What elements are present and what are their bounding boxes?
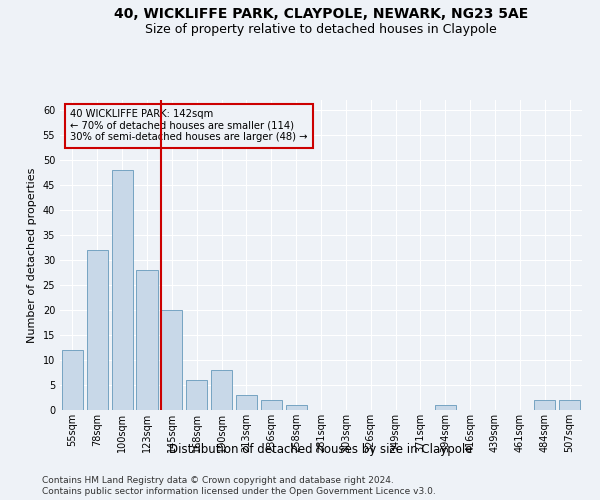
Y-axis label: Number of detached properties: Number of detached properties [27,168,37,342]
Bar [236,395,257,410]
Bar [211,370,232,410]
Bar [261,400,282,410]
Text: Contains HM Land Registry data © Crown copyright and database right 2024.: Contains HM Land Registry data © Crown c… [42,476,394,485]
Bar [186,380,207,410]
Text: 40, WICKLIFFE PARK, CLAYPOLE, NEWARK, NG23 5AE: 40, WICKLIFFE PARK, CLAYPOLE, NEWARK, NG… [114,8,528,22]
Bar [534,400,555,410]
Bar [286,405,307,410]
Text: Size of property relative to detached houses in Claypole: Size of property relative to detached ho… [145,22,497,36]
Bar [136,270,158,410]
Bar [435,405,456,410]
Bar [559,400,580,410]
Text: 40 WICKLIFFE PARK: 142sqm
← 70% of detached houses are smaller (114)
30% of semi: 40 WICKLIFFE PARK: 142sqm ← 70% of detac… [70,110,308,142]
Bar [161,310,182,410]
Bar [112,170,133,410]
Bar [62,350,83,410]
Text: Distribution of detached houses by size in Claypole: Distribution of detached houses by size … [169,442,473,456]
Text: Contains public sector information licensed under the Open Government Licence v3: Contains public sector information licen… [42,488,436,496]
Bar [87,250,108,410]
